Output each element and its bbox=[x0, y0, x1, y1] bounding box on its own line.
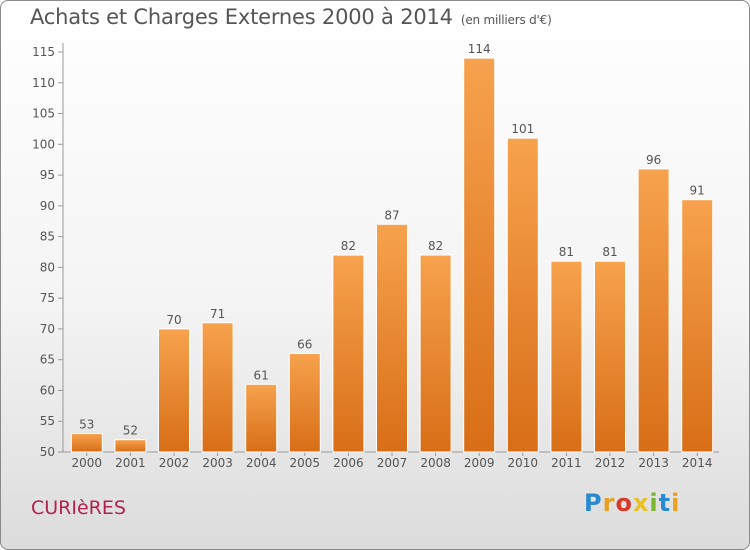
x-tick-label: 2012 bbox=[595, 456, 626, 470]
y-tick-label: 55 bbox=[40, 414, 55, 428]
x-tick-label: 2008 bbox=[420, 456, 451, 470]
y-tick-label: 95 bbox=[40, 168, 55, 182]
data-label-2010: 101 bbox=[511, 122, 534, 136]
data-label-2013: 96 bbox=[646, 153, 661, 167]
y-tick-label: 110 bbox=[32, 76, 55, 90]
data-label-2011: 81 bbox=[559, 245, 574, 259]
y-tick-label: 75 bbox=[40, 291, 55, 305]
x-tick-label: 2013 bbox=[638, 456, 669, 470]
x-tick-label: 2004 bbox=[246, 456, 277, 470]
axes: 50 55 60 65 70 75 80 85 90 95 100 105 110 115 2000 2001… bbox=[32, 43, 719, 470]
y-tick-label: 85 bbox=[40, 230, 55, 244]
data-label-2009: 114 bbox=[468, 42, 491, 56]
data-label-2004: 61 bbox=[254, 368, 269, 382]
data-label-2002: 70 bbox=[166, 313, 181, 327]
data-label-2003: 71 bbox=[210, 307, 225, 321]
bar-2009 bbox=[463, 57, 496, 453]
y-tick-label: 50 bbox=[40, 445, 55, 459]
x-tick-label: 2002 bbox=[159, 456, 190, 470]
bar-2008 bbox=[419, 254, 452, 453]
x-tick-label: 2000 bbox=[72, 456, 103, 470]
x-tick-label: 2001 bbox=[115, 456, 146, 470]
chart-title-text: Achats et Charges Externes 2000 à 2014 bbox=[30, 5, 453, 29]
y-tick-label: 70 bbox=[40, 322, 55, 336]
data-label-2014: 91 bbox=[690, 184, 705, 198]
x-tick-label: 2006 bbox=[333, 456, 364, 470]
data-label-2012: 81 bbox=[602, 245, 617, 259]
y-tick-label: 60 bbox=[40, 383, 55, 397]
data-label-2005: 66 bbox=[297, 338, 312, 352]
y-tick-label: 80 bbox=[40, 260, 55, 274]
bar-2014 bbox=[681, 199, 714, 453]
data-label-2008: 82 bbox=[428, 239, 443, 253]
bar-2006 bbox=[332, 254, 365, 453]
y-tick-label: 90 bbox=[40, 199, 55, 213]
x-tick-label: 2011 bbox=[551, 456, 582, 470]
bar-2005 bbox=[288, 353, 321, 453]
bar-2000 bbox=[70, 433, 103, 453]
x-tick-label: 2005 bbox=[290, 456, 321, 470]
y-tick-label: 100 bbox=[32, 137, 55, 151]
commune-name: CURIèRES bbox=[31, 497, 126, 519]
bar-2011 bbox=[550, 260, 583, 453]
x-tick-label: 2010 bbox=[508, 456, 539, 470]
data-labels: 53 52 70 71 61 66 82 87 82 114 101 81 81 96 91 bbox=[79, 42, 705, 438]
data-label-2007: 87 bbox=[384, 208, 399, 222]
data-label-2000: 53 bbox=[79, 418, 94, 432]
chart-unit: (en milliers d'€) bbox=[460, 13, 552, 27]
x-tick-label: 2003 bbox=[202, 456, 233, 470]
y-tick-label: 115 bbox=[32, 45, 55, 59]
bar-2004 bbox=[245, 383, 278, 453]
y-tick-label: 65 bbox=[40, 353, 55, 367]
data-label-2006: 82 bbox=[341, 239, 356, 253]
x-tick-label: 2007 bbox=[377, 456, 408, 470]
y-tick-label: 105 bbox=[32, 107, 55, 121]
x-tick-label: 2009 bbox=[464, 456, 495, 470]
data-label-2001: 52 bbox=[123, 424, 138, 438]
x-tick-label: 2014 bbox=[682, 456, 713, 470]
bar-2012 bbox=[594, 260, 626, 453]
bar-2003 bbox=[201, 322, 234, 453]
chart-title: Achats et Charges Externes 2000 à 2014 (e… bbox=[30, 5, 552, 29]
bar-2007 bbox=[376, 223, 408, 453]
proxiti-logo: Proxiti bbox=[584, 489, 681, 517]
bar-2002 bbox=[158, 328, 190, 453]
bars bbox=[70, 57, 714, 453]
bar-2013 bbox=[637, 168, 670, 453]
bar-2001 bbox=[114, 439, 147, 453]
bar-2010 bbox=[506, 137, 539, 453]
